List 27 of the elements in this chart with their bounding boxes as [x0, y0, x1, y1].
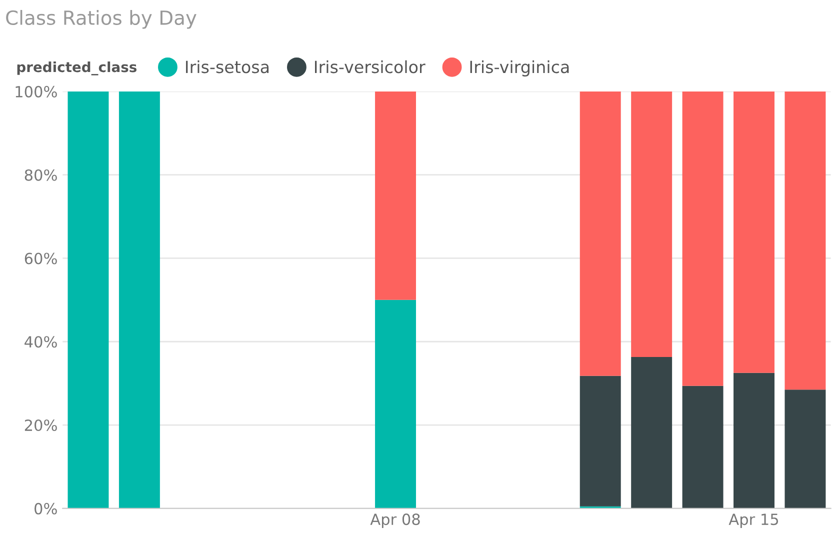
legend-label: Iris-setosa [186, 60, 269, 74]
y-tick-label: 100% [16, 86, 57, 98]
x-tick-label: Apr 15 [728, 514, 778, 528]
bar [682, 91, 724, 386]
legend-title: predicted_class [17, 61, 137, 76]
bar [682, 386, 724, 508]
bar [734, 372, 774, 508]
bar [631, 357, 672, 508]
x-tick-label: Apr 08 [370, 514, 420, 528]
bar [375, 91, 416, 300]
bar [118, 91, 160, 508]
y-tick-label: 60% [24, 252, 57, 264]
bar [375, 300, 416, 508]
bar [580, 376, 621, 506]
bar [68, 91, 109, 508]
bar [784, 390, 826, 508]
bar [631, 91, 672, 358]
bar [784, 91, 826, 390]
bar [580, 91, 621, 376]
y-tick-label: 0% [34, 502, 57, 514]
legend-label: Iris-virginica [470, 60, 569, 76]
y-tick-label: 80% [24, 169, 57, 181]
legend-label: Iris-versicolor [315, 60, 426, 74]
chart-title: Class Ratios by Day [6, 10, 196, 29]
y-tick-label: 20% [24, 419, 57, 432]
bar [734, 91, 774, 373]
y-tick-label: 40% [24, 336, 57, 348]
